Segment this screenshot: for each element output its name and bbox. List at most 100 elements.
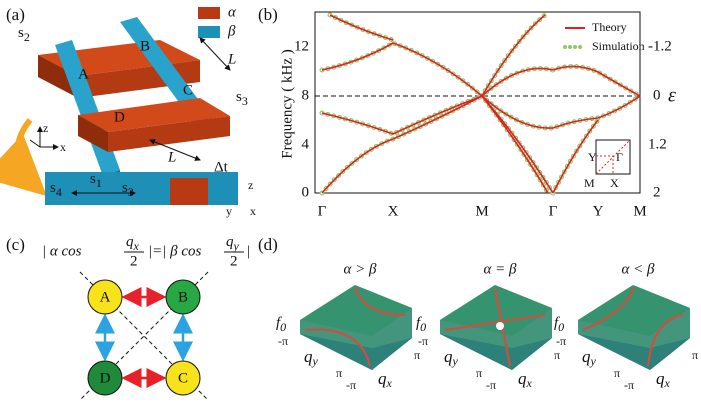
axis-label: f0 [416, 315, 426, 333]
equation: | α cos [42, 243, 82, 259]
x-tick-label: Γ [318, 203, 327, 219]
y-axis-label: Frequency ( kHz ) [279, 49, 295, 159]
tick-label: -π [486, 378, 496, 392]
y2-tick-label: 1.2 [648, 136, 667, 152]
surface-middle [440, 285, 552, 370]
surface-title: α > β [344, 261, 377, 277]
inset-label: Y [588, 150, 597, 164]
node-label: C [178, 370, 188, 386]
node [87, 360, 123, 396]
tick-label: -π [556, 334, 566, 348]
equation: |=| β cos [148, 243, 201, 259]
y-tick-label: 0 [302, 184, 310, 200]
degeneracy-line [582, 287, 684, 367]
axis-label: qy [582, 347, 597, 368]
axis-label: qx [378, 369, 393, 390]
axis-label: qy [444, 347, 459, 368]
node [165, 360, 201, 396]
y2-tick-label: 0 [653, 87, 661, 103]
dim-line [199, 37, 231, 71]
tick-label: π [554, 348, 560, 362]
y-tick-label: 12 [294, 38, 309, 54]
surface-middle [300, 285, 412, 370]
legend-text: Theory [592, 20, 627, 34]
legend-text: Simulation [592, 39, 645, 53]
node-label: D [114, 109, 125, 125]
y-tick-label: 4 [302, 136, 310, 152]
dim-line [149, 139, 201, 161]
tick-label: π [414, 348, 420, 362]
y2-axis-label: ε [668, 85, 676, 107]
panel-label: (a) [6, 5, 25, 24]
panel-label: (b) [258, 5, 278, 24]
axis-label: x [250, 204, 256, 218]
y-tick-label: 8 [302, 87, 310, 103]
tick-label: π [476, 366, 482, 380]
axis-label: x [60, 140, 66, 154]
legend-swatch [198, 26, 220, 38]
plot-frame [314, 11, 641, 194]
tick-label: -π [418, 334, 428, 348]
node-label: A [78, 66, 89, 82]
axis-label: y [226, 204, 232, 218]
equation: | [247, 243, 250, 259]
panel-label: (d) [258, 235, 278, 254]
x-tick-label: M [633, 203, 646, 219]
tick-label: π [614, 366, 620, 380]
x-tick-label: Γ [549, 203, 558, 219]
x-tick-label: X [388, 203, 399, 219]
panel-label: (c) [6, 235, 25, 254]
inset-label: X [610, 176, 619, 190]
dim-label: Δt [214, 159, 229, 175]
dim-label: s4 [50, 180, 62, 198]
legend-text: α [228, 4, 237, 20]
tick-label: π [336, 366, 342, 380]
x-tick-label: Y [593, 203, 604, 219]
surface-middle [578, 285, 690, 370]
surface-title: α < β [622, 261, 655, 277]
node-label: B [140, 38, 150, 54]
dim-label: s3 [236, 89, 248, 107]
axis-label: z [248, 178, 253, 192]
equation: 2 [230, 253, 238, 269]
tick-label: -π [278, 334, 288, 348]
axis-label: qy [304, 347, 319, 368]
section [45, 172, 238, 205]
legend-swatch [198, 7, 220, 19]
dim-label: s1 [90, 171, 102, 189]
equation: qx [126, 234, 140, 252]
degeneracy-line [304, 287, 406, 367]
node-label: C [183, 82, 193, 98]
inset-label: M [584, 176, 595, 190]
node [87, 279, 123, 315]
node-label: A [100, 289, 111, 305]
node-label: D [100, 370, 111, 386]
structure [38, 17, 230, 184]
dim-label: s2 [18, 25, 30, 43]
node-label: B [178, 289, 188, 305]
axis-line [29, 139, 41, 148]
section-alpha [170, 178, 208, 205]
tick-label: π [692, 348, 698, 362]
inset-path [595, 139, 631, 175]
equation: 2 [130, 253, 138, 269]
dim-label: L [227, 51, 236, 67]
arrow [0, 118, 47, 197]
legend-text: β [227, 23, 236, 39]
y2-tick-label: -1.2 [648, 38, 672, 54]
x-tick-label: M [475, 203, 488, 219]
axis-label: qx [518, 369, 533, 390]
tick-label: -π [346, 378, 356, 392]
axis-label: f0 [554, 315, 564, 333]
axis-label: qx [656, 369, 671, 390]
axis-label: f0 [276, 315, 286, 333]
y2-tick-label: 2 [653, 184, 661, 200]
inset-label: Γ [616, 150, 623, 164]
axis-label: z [43, 121, 48, 135]
equation: qy [226, 234, 240, 252]
dirac-point [496, 322, 504, 330]
surface-title: α = β [484, 261, 517, 277]
node [165, 279, 201, 315]
